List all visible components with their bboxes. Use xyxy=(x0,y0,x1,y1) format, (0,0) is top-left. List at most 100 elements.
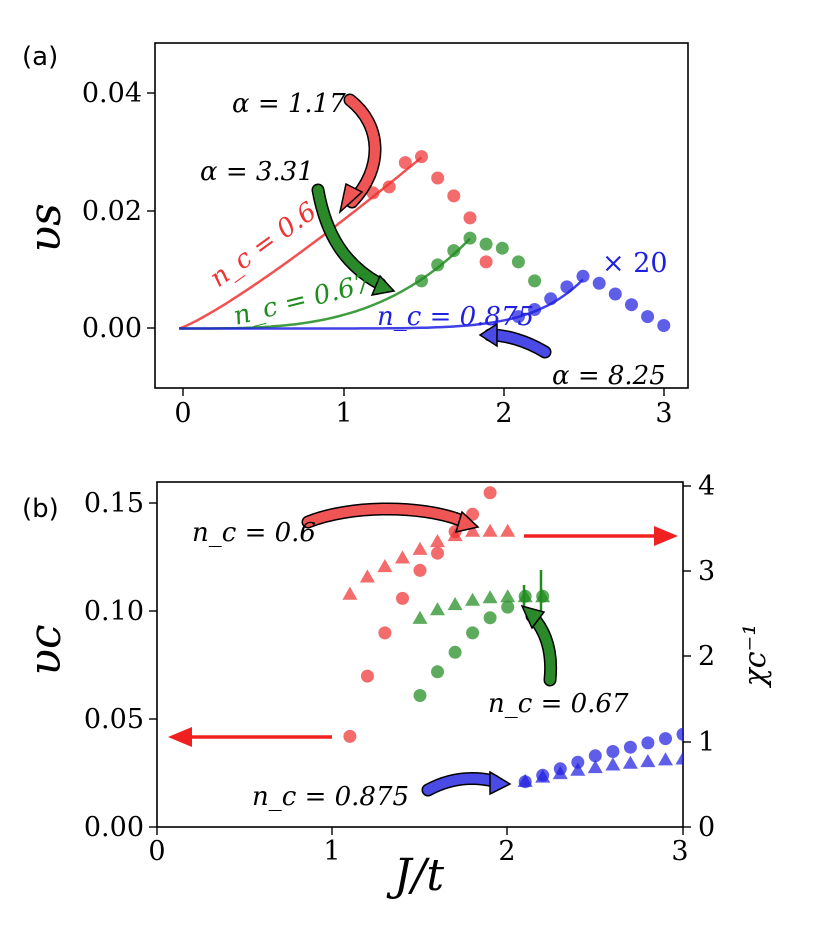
xtick-a-0: 0 xyxy=(174,398,191,429)
point-b-circle-green-5 xyxy=(501,600,515,614)
point-b-circle-blue-6 xyxy=(623,740,637,754)
ytick-right-0: 0 xyxy=(698,812,715,843)
point-b-triangle-blue-8 xyxy=(658,752,673,766)
point-b-triangle-green-2 xyxy=(447,597,463,611)
point-b-triangle-red-3 xyxy=(395,550,410,564)
xtick-b-2: 2 xyxy=(498,836,515,867)
point-b-circle-red-0 xyxy=(343,729,357,743)
point-b-triangle-blue-6 xyxy=(622,755,638,769)
point-b-circle-red-1 xyxy=(360,669,374,683)
point-a-green-4 xyxy=(479,237,493,251)
arrow-alpha-331 xyxy=(313,185,385,289)
point-b-circle-green-2 xyxy=(448,645,462,659)
xtick-a-2: 2 xyxy=(495,398,512,429)
point-b-circle-blue-3 xyxy=(571,755,585,769)
arrow-alpha-825 xyxy=(485,330,550,357)
point-a-red-3 xyxy=(415,150,428,164)
point-b-circle-green-0 xyxy=(413,689,427,702)
arrow-nc0875-b xyxy=(423,773,499,795)
arrow-alpha-331-head xyxy=(370,274,396,296)
label-alpha-117: α = 1.17 xyxy=(232,89,346,119)
point-a-green-3 xyxy=(463,231,477,245)
panel-a-label: (a) xyxy=(22,42,58,72)
arrow-nc067-b xyxy=(527,611,556,685)
point-a-blue-2 xyxy=(544,292,558,306)
point-b-triangle-green-4 xyxy=(482,590,498,604)
ytick-b-005: 0.05 xyxy=(84,704,144,735)
point-b-triangle-blue-9 xyxy=(675,751,683,765)
point-b-circle-blue-4 xyxy=(588,749,602,763)
point-b-triangle-blue-2 xyxy=(552,766,568,780)
point-b-triangle-blue-4 xyxy=(587,760,603,774)
panel-b-errorbars xyxy=(522,570,543,614)
xtick-a-1: 1 xyxy=(335,398,352,429)
point-b-circle-blue-9 xyxy=(676,727,683,741)
point-a-red-2 xyxy=(398,156,412,170)
panel-a: (a) υs 0.04 0.02 0.00 0 1 2 3 xyxy=(20,42,689,429)
point-b-triangle-red-5 xyxy=(430,534,445,548)
point-a-green-1 xyxy=(431,258,445,272)
point-b-circle-red-4 xyxy=(413,563,427,577)
point-b-triangle-blue-1 xyxy=(535,769,551,783)
point-b-circle-red-2 xyxy=(378,626,392,640)
panel-b-points xyxy=(342,486,683,789)
point-b-triangle-blue-7 xyxy=(640,754,656,768)
panel-a-arrows xyxy=(311,93,552,359)
point-a-blue-3 xyxy=(560,280,574,294)
panel-b-xlabel: J/t xyxy=(386,850,444,901)
point-b-triangle-red-4 xyxy=(412,541,428,555)
point-a-blue-1 xyxy=(528,303,542,316)
point-b-triangle-red-2 xyxy=(377,559,393,573)
point-b-triangle-blue-5 xyxy=(605,757,621,771)
point-b-triangle-red-7 xyxy=(465,523,481,537)
point-b-triangle-green-5 xyxy=(500,589,516,603)
point-b-circle-blue-5 xyxy=(606,745,620,758)
ytick-right-4: 4 xyxy=(698,471,715,502)
point-a-green-5 xyxy=(495,241,509,255)
arrow-nc06-b xyxy=(303,504,465,527)
point-b-triangle-red-8 xyxy=(482,523,498,537)
point-b-triangle-blue-0 xyxy=(517,773,533,787)
panel-b-ylabel: υc xyxy=(20,624,71,675)
panel-b-label: (b) xyxy=(22,494,59,524)
arrow-left-axis-head xyxy=(168,727,192,747)
panel-b-ticks: 0.15 0.10 0.05 0.00 4 3 2 1 0 0 1 2 3 xyxy=(84,471,715,867)
panel-a-frame xyxy=(154,42,689,389)
panel-a-points xyxy=(366,150,671,332)
ytick-a-002: 0.02 xyxy=(82,196,142,227)
label-alpha-331: α = 3.31 xyxy=(200,157,314,187)
point-b-circle-green-1 xyxy=(431,665,444,679)
panel-b: (b) υc χc⁻¹ J/t 0.15 0.10 0.05 0.00 4 3 … xyxy=(20,471,773,901)
panel-b-ylabel-right: χc⁻¹ xyxy=(738,624,773,689)
point-a-blue-8 xyxy=(641,310,655,324)
point-a-blue-0 xyxy=(511,310,525,324)
point-a-red-5 xyxy=(447,189,461,203)
panel-a-ticks: 0.04 0.02 0.00 0 1 2 3 xyxy=(82,78,673,429)
point-b-triangle-green-1 xyxy=(430,602,445,616)
point-b-circle-green-4 xyxy=(483,611,497,625)
label-nc-0875-a: n_c = 0.875 xyxy=(377,302,534,332)
ytick-a-000: 0.00 xyxy=(82,313,142,344)
point-b-circle-red-3 xyxy=(396,591,409,605)
ytick-b-000: 0.00 xyxy=(84,812,144,843)
point-a-blue-9 xyxy=(657,319,671,332)
ytick-right-1: 1 xyxy=(698,727,715,758)
point-b-triangle-red-0 xyxy=(342,586,358,600)
label-alpha-825: α = 8.25 xyxy=(552,361,666,391)
point-a-red-1 xyxy=(382,180,396,194)
ytick-right-2: 2 xyxy=(698,641,715,672)
point-a-blue-5 xyxy=(592,276,606,290)
point-a-red-4 xyxy=(431,171,445,185)
panel-b-arrows xyxy=(301,502,558,797)
arrow-alpha-117-head xyxy=(338,182,364,215)
ytick-b-015: 0.15 xyxy=(84,488,144,519)
panel-a-ylabel: υs xyxy=(20,203,71,252)
arrow-nc06-b-head xyxy=(454,510,480,534)
point-a-blue-6 xyxy=(608,287,622,301)
panel-b-axis-arrows xyxy=(168,526,678,747)
point-b-circle-blue-8 xyxy=(659,732,672,746)
point-a-blue-7 xyxy=(625,298,638,312)
point-b-circle-red-5 xyxy=(431,546,444,560)
point-b-circle-red-7 xyxy=(466,507,480,521)
